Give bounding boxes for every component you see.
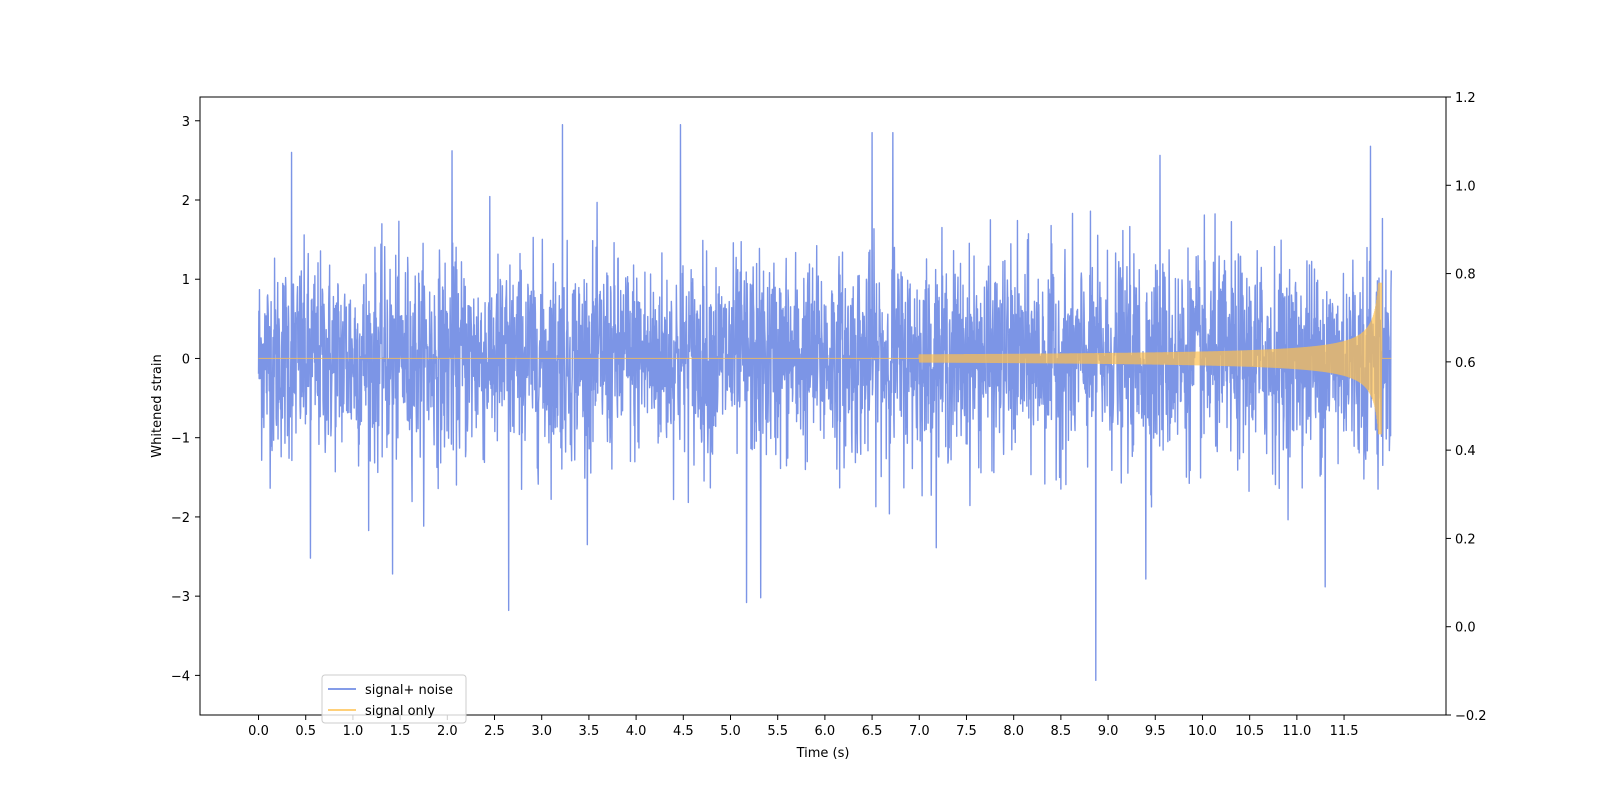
- series-line-signal-only: [258, 282, 1392, 435]
- y-tick-label: −1: [171, 432, 190, 447]
- legend: signal+ noise signal only: [321, 674, 467, 724]
- y2-tick-label: −0.2: [1455, 709, 1487, 724]
- series-line-signal-plus-noise: [257, 124, 1392, 682]
- x-tick-label: 5.5: [767, 724, 788, 739]
- legend-box: [321, 674, 467, 724]
- x-tick-label: 9.5: [1145, 724, 1166, 739]
- legend-label-signal-plus-noise: signal+ noise: [365, 683, 453, 698]
- x-tick-label: 8.0: [1003, 724, 1024, 739]
- x-tick-label: 8.5: [1051, 724, 1072, 739]
- x-tick-label: 1.0: [343, 724, 364, 739]
- x-axis-label: Time (s): [796, 746, 850, 761]
- y2-tick-label: 0.4: [1455, 444, 1476, 459]
- x-tick-label: 7.5: [956, 724, 977, 739]
- x-tick-label: 6.0: [815, 724, 836, 739]
- x-tick-label: 10.5: [1235, 724, 1264, 739]
- series-layer: [257, 124, 1392, 682]
- x-tick-label: 11.5: [1330, 724, 1359, 739]
- y2-tick-label: 0.0: [1455, 621, 1476, 636]
- y2-tick-label: 1.2: [1455, 91, 1476, 106]
- y-tick-label: 3: [182, 115, 190, 130]
- x-tick-label: 3.0: [531, 724, 552, 739]
- x-tick-label: 7.0: [909, 724, 930, 739]
- x-tick-label: 6.5: [862, 724, 883, 739]
- x-tick-label: 2.5: [484, 724, 505, 739]
- x-tick-label: 0.5: [295, 724, 316, 739]
- y2-tick-label: 0.8: [1455, 268, 1476, 283]
- y-tick-label: 1: [182, 273, 190, 288]
- x-tick-label: 4.0: [626, 724, 647, 739]
- y2-tick-label: 0.2: [1455, 532, 1476, 547]
- y-tick-label: 2: [182, 194, 190, 209]
- y-axis-right: −0.2 0.0 0.2 0.4 0.6 0.8 1.0 1.2: [1446, 91, 1487, 724]
- y-tick-label: −4: [171, 669, 190, 684]
- x-tick-label: 0.0: [248, 724, 269, 739]
- y-axis-label: Whitened strain: [150, 354, 165, 457]
- x-tick-label: 2.0: [437, 724, 458, 739]
- x-tick-label: 1.5: [390, 724, 411, 739]
- y-tick-label: −2: [171, 511, 190, 526]
- x-tick-label: 10.0: [1188, 724, 1217, 739]
- y-tick-label: −3: [171, 590, 190, 605]
- legend-label-signal-only: signal only: [365, 704, 435, 719]
- x-tick-label: 5.0: [720, 724, 741, 739]
- y2-tick-label: 1.0: [1455, 179, 1476, 194]
- x-tick-label: 3.5: [579, 724, 600, 739]
- axes-frame: [199, 96, 1447, 716]
- y-axis-left: −4 −3 −2 −1 0 1 2 3: [171, 115, 200, 684]
- x-tick-label: 4.5: [673, 724, 694, 739]
- x-axis: 0.0 0.5 1.0 1.5 2.0 2.5 3.0 3.5 4.0 4.5 5.0 5.5 6.0 6…: [248, 715, 1359, 739]
- y2-tick-label: 0.6: [1455, 356, 1476, 371]
- x-tick-label: 11.0: [1282, 724, 1311, 739]
- y-tick-label: 0: [182, 352, 190, 367]
- x-tick-label: 9.0: [1098, 724, 1119, 739]
